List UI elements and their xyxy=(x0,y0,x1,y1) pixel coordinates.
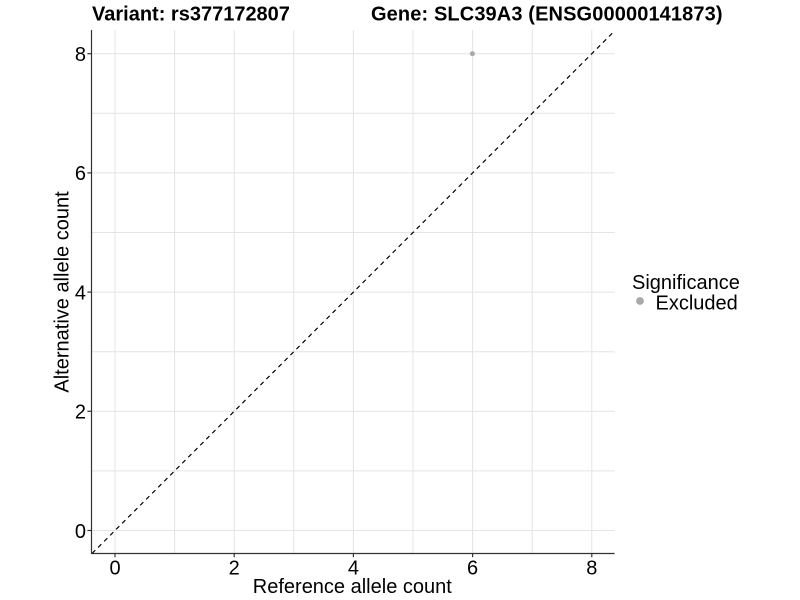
svg-text:Excluded: Excluded xyxy=(656,293,738,315)
svg-text:Variant: rs377172807: Variant: rs377172807 xyxy=(92,4,290,26)
svg-text:Alternative allele count: Alternative allele count xyxy=(52,191,74,393)
svg-text:4: 4 xyxy=(348,558,359,580)
svg-text:8: 8 xyxy=(75,44,86,66)
svg-text:4: 4 xyxy=(75,282,86,304)
svg-text:6: 6 xyxy=(75,163,86,185)
svg-text:Significance: Significance xyxy=(632,272,740,294)
svg-text:2: 2 xyxy=(229,558,240,580)
svg-text:Reference allele count: Reference allele count xyxy=(253,576,452,598)
svg-text:2: 2 xyxy=(75,402,86,424)
svg-text:Gene: SLC39A3 (ENSG00000141873: Gene: SLC39A3 (ENSG00000141873) xyxy=(371,4,723,26)
svg-text:6: 6 xyxy=(467,558,478,580)
svg-text:8: 8 xyxy=(586,558,597,580)
svg-text:0: 0 xyxy=(75,521,86,543)
svg-text:0: 0 xyxy=(109,558,120,580)
